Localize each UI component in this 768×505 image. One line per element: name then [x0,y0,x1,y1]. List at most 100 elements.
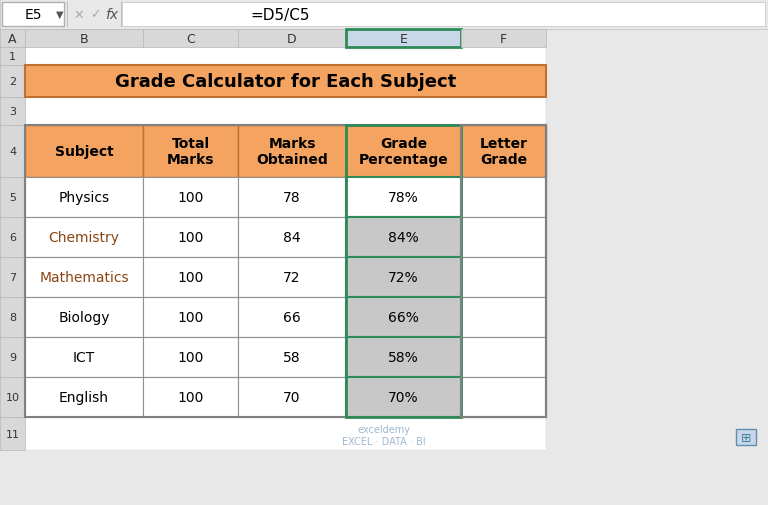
Text: Total
Marks: Total Marks [167,137,214,167]
Text: ICT: ICT [73,350,95,364]
Text: 58: 58 [283,350,301,364]
Bar [25,178,143,218]
Text: ⊞: ⊞ [741,431,751,443]
Text: ▼: ▼ [56,10,64,20]
Bar [461,258,546,297]
Text: 100: 100 [177,271,204,284]
Text: exceldemy
EXCEL · DATA · BI: exceldemy EXCEL · DATA · BI [343,424,425,446]
Text: 2: 2 [9,77,16,87]
Text: 100: 100 [177,311,204,324]
Bar [238,337,346,377]
Bar [25,258,546,297]
Bar [461,126,546,417]
Text: E5: E5 [25,8,41,22]
Text: A: A [8,32,17,45]
Bar [25,30,143,48]
Text: 84: 84 [283,231,301,244]
Text: Chemistry: Chemistry [48,231,120,244]
Bar [67,2,68,28]
Bar [25,258,143,297]
Bar [238,178,346,218]
Bar [238,258,346,297]
Bar [736,429,756,445]
Bar [346,377,461,417]
Bar [238,30,346,48]
Bar [143,258,238,297]
Text: D: D [287,32,296,45]
Bar [0,0,768,30]
Text: 66%: 66% [388,311,419,324]
Bar [121,2,122,28]
Text: fx: fx [105,8,118,22]
Text: 7: 7 [9,273,16,282]
Bar [346,178,461,218]
Text: Physics: Physics [58,190,110,205]
Text: 1: 1 [9,52,16,62]
Bar [25,126,546,178]
Bar [0,377,25,417]
Text: 8: 8 [9,313,16,322]
Bar [143,30,238,48]
Text: 3: 3 [9,107,16,117]
Bar [346,337,461,377]
Bar [143,337,238,377]
Bar [25,48,546,66]
Bar [0,218,25,258]
Bar [346,258,461,297]
Text: 11: 11 [5,429,19,439]
Bar [0,297,25,337]
Text: Grade Calculator for Each Subject: Grade Calculator for Each Subject [115,73,456,91]
Text: 84%: 84% [388,231,419,244]
Text: 70: 70 [283,390,301,404]
Bar [143,126,238,178]
Bar [25,126,546,417]
Text: 100: 100 [177,390,204,404]
Bar [238,218,346,258]
Bar [0,417,25,450]
Text: ✓: ✓ [90,9,101,21]
Bar [346,297,461,337]
Text: 70%: 70% [388,390,419,404]
Text: Subject: Subject [55,145,114,159]
Bar [461,297,546,337]
Bar [25,178,546,218]
Text: Letter
Grade: Letter Grade [479,137,528,167]
Bar [0,337,25,377]
Bar [461,337,546,377]
Text: E: E [399,32,408,45]
Bar [461,30,546,48]
Bar [461,126,546,178]
Bar [346,218,461,258]
Bar [2,3,64,27]
Bar [0,30,25,48]
Bar [122,3,765,27]
Text: Marks
Obtained: Marks Obtained [256,137,328,167]
Bar [143,178,238,218]
Text: F: F [500,32,507,45]
Bar [238,126,346,178]
Text: 78: 78 [283,190,301,205]
Text: English: English [59,390,109,404]
Text: 4: 4 [9,147,16,157]
Bar [461,377,546,417]
Bar [25,377,546,417]
Text: 100: 100 [177,190,204,205]
Bar [346,126,461,417]
Bar [25,297,546,337]
Bar [0,66,25,98]
Text: ✕: ✕ [74,9,84,21]
Bar [25,297,143,337]
Bar [346,30,461,48]
Text: 72%: 72% [388,271,419,284]
Bar [0,258,25,297]
Text: C: C [186,32,195,45]
Text: =D5/C5: =D5/C5 [250,8,310,22]
Bar [143,377,238,417]
Bar [25,417,546,450]
Text: 100: 100 [177,231,204,244]
Bar [461,218,546,258]
Bar [25,126,143,178]
Text: Mathematics: Mathematics [39,271,129,284]
Text: 10: 10 [5,392,19,402]
Bar [238,297,346,337]
